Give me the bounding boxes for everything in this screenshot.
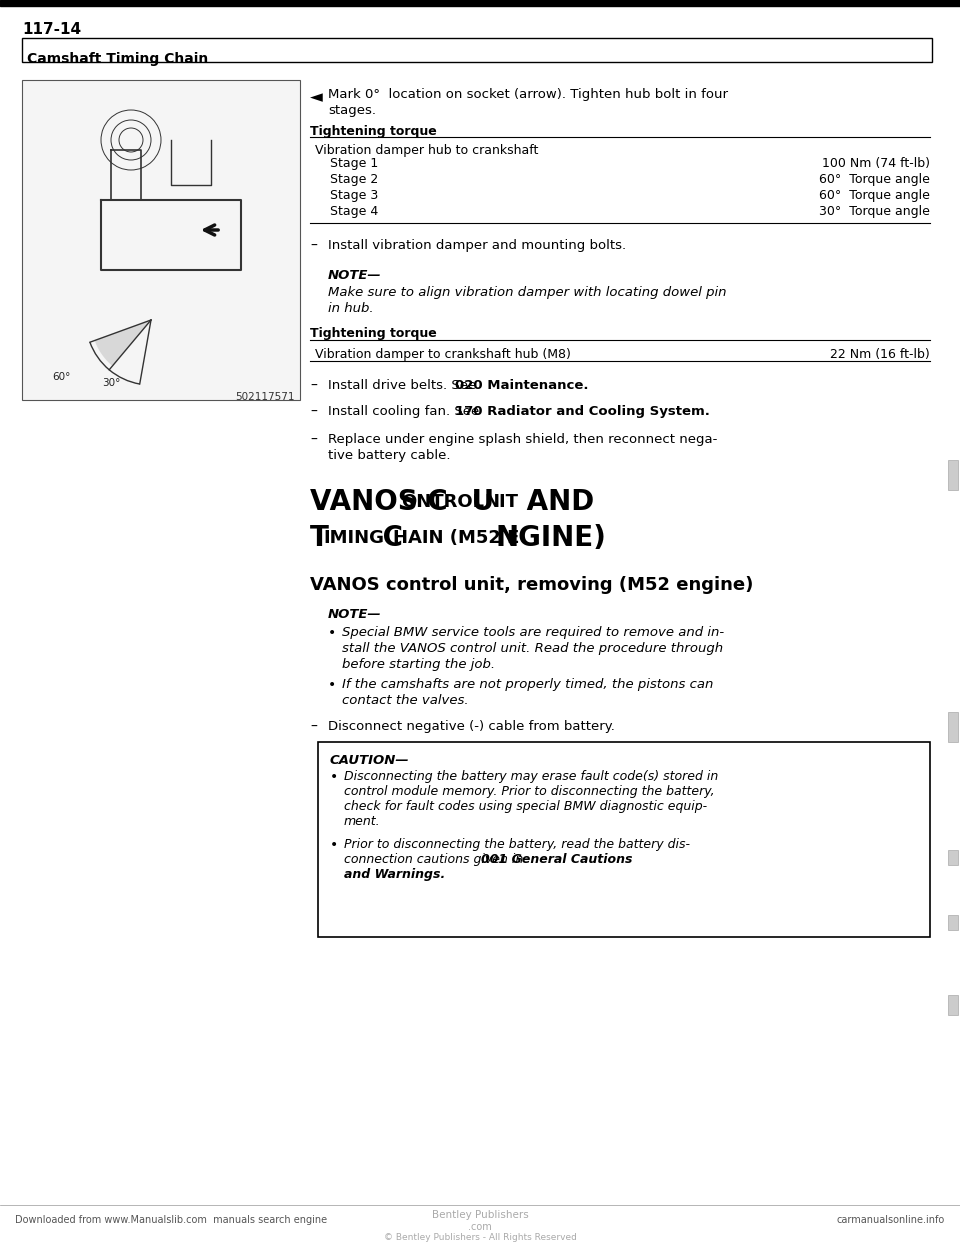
Bar [22,39,932,62]
Text: .com: .com [468,1222,492,1232]
Text: NIT: NIT [484,493,518,510]
Text: AND: AND [517,488,594,515]
Text: Install vibration damper and mounting bolts.: Install vibration damper and mounting bo… [328,238,626,252]
Text: –: – [310,405,317,419]
Text: –: – [310,379,317,392]
Text: Tightening torque: Tightening torque [310,327,437,340]
Text: 100 Nm (74 ft-lb): 100 Nm (74 ft-lb) [822,156,930,170]
Text: 502117571: 502117571 [235,392,295,402]
Text: 001 General Cautions: 001 General Cautions [481,853,633,866]
Text: stages.: stages. [328,104,376,117]
Text: ◄: ◄ [310,88,323,106]
Text: CAUTION—: CAUTION— [330,754,410,768]
Bar [948,460,958,491]
Text: Disconnecting the battery may erase fault code(s) stored in: Disconnecting the battery may erase faul… [344,770,718,782]
Text: Make sure to align vibration damper with locating dowel pin: Make sure to align vibration damper with… [328,286,727,299]
Text: Camshaft Timing Chain: Camshaft Timing Chain [27,52,208,66]
Text: 60°  Torque angle: 60° Torque angle [819,173,930,186]
Bar [948,850,958,864]
Text: VANOS C: VANOS C [310,488,447,515]
Text: Stage 3: Stage 3 [330,189,378,202]
Bar [318,741,930,936]
Text: C: C [373,524,403,551]
Text: 020 Maintenance.: 020 Maintenance. [455,379,588,392]
Text: –: – [310,720,317,734]
Text: check for fault codes using special BMW diagnostic equip-: check for fault codes using special BMW … [344,800,708,814]
Text: in hub.: in hub. [328,302,373,315]
Bar [948,915,958,930]
Text: 170 Radiator and Cooling System.: 170 Radiator and Cooling System. [455,405,709,419]
Text: Prior to disconnecting the battery, read the battery dis-: Prior to disconnecting the battery, read… [344,838,690,851]
Text: Special BMW service tools are required to remove and in-: Special BMW service tools are required t… [342,626,724,638]
Text: Vibration damper to crankshaft hub (M8): Vibration damper to crankshaft hub (M8) [315,348,571,361]
Text: IMING: IMING [323,529,384,546]
Text: contact the valves.: contact the valves. [342,694,468,707]
Text: 60°  Torque angle: 60° Torque angle [819,189,930,202]
Text: Bentley Publishers: Bentley Publishers [432,1210,528,1220]
Text: © Bentley Publishers - All Rights Reserved: © Bentley Publishers - All Rights Reserv… [384,1233,576,1242]
Text: and Warnings.: and Warnings. [344,868,445,881]
Text: Stage 2: Stage 2 [330,173,378,186]
Text: •: • [330,838,338,852]
Text: Vibration damper hub to crankshaft: Vibration damper hub to crankshaft [315,144,539,156]
Text: NGINE): NGINE) [495,524,606,551]
Text: •: • [328,678,336,692]
Text: Replace under engine splash shield, then reconnect nega-: Replace under engine splash shield, then… [328,433,717,446]
Text: Mark 0°  location on socket (arrow). Tighten hub bolt in four: Mark 0° location on socket (arrow). Tigh… [328,88,728,101]
Text: HAIN (M52 E: HAIN (M52 E [393,529,519,546]
Text: If the camshafts are not properly timed, the pistons can: If the camshafts are not properly timed,… [342,678,713,691]
Text: –: – [310,433,317,447]
Text: U: U [462,488,494,515]
Text: NOTE—: NOTE— [328,270,382,282]
Text: –: – [310,238,317,253]
Text: ment.: ment. [344,815,380,828]
Text: 30°  Torque angle: 30° Torque angle [819,205,930,219]
Text: •: • [328,626,336,640]
Text: Tightening torque: Tightening torque [310,125,437,138]
Text: tive battery cable.: tive battery cable. [328,450,450,462]
Bar [948,995,958,1015]
Text: NOTE—: NOTE— [328,609,382,621]
Text: Disconnect negative (-) cable from battery.: Disconnect negative (-) cable from batte… [328,720,614,733]
Text: control module memory. Prior to disconnecting the battery,: control module memory. Prior to disconne… [344,785,714,799]
Text: VANOS control unit, removing (M52 engine): VANOS control unit, removing (M52 engine… [310,576,754,594]
Text: 60°: 60° [52,373,70,383]
Text: Downloaded from www.Manualslib.com  manuals search engine: Downloaded from www.Manualslib.com manua… [15,1215,327,1225]
Text: 117-14: 117-14 [22,22,82,37]
Text: carmanualsonline.info: carmanualsonline.info [837,1215,945,1225]
Bar [22,79,300,400]
Text: T: T [310,524,329,551]
Text: before starting the job.: before starting the job. [342,658,495,671]
Text: Stage 1: Stage 1 [330,156,378,170]
Text: ONTROL: ONTROL [401,493,484,510]
Bar [948,712,958,741]
Text: 30°: 30° [102,378,120,388]
Text: 22 Nm (16 ft-lb): 22 Nm (16 ft-lb) [830,348,930,361]
Text: Stage 4: Stage 4 [330,205,378,219]
Text: connection cautions given in: connection cautions given in [344,853,527,866]
Polygon shape [95,320,151,366]
Text: •: • [330,770,338,784]
Bar [0,0,960,6]
Text: Install drive belts. See: Install drive belts. See [328,379,481,392]
Text: stall the VANOS control unit. Read the procedure through: stall the VANOS control unit. Read the p… [342,642,723,655]
Text: Install cooling fan. See: Install cooling fan. See [328,405,484,419]
